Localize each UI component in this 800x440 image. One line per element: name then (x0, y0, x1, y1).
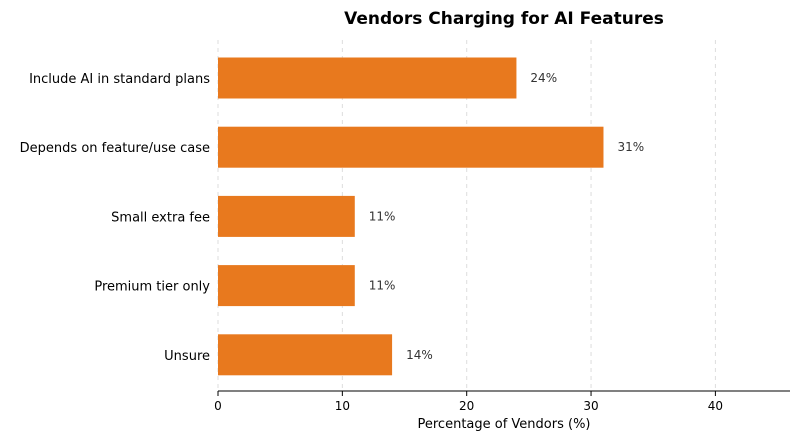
chart-title: Vendors Charging for AI Features (344, 9, 664, 29)
bar (218, 195, 355, 237)
x-tick-label: 40 (708, 399, 723, 413)
x-tick-label: 30 (583, 399, 598, 413)
category-label: Small extra fee (111, 210, 210, 225)
bar (218, 265, 355, 307)
value-labels: 24% 31% 11% 11% 14% (369, 71, 644, 362)
x-tick-label: 20 (459, 399, 474, 413)
bar (218, 57, 517, 99)
bars (218, 57, 604, 376)
value-label: 11% (369, 209, 396, 223)
value-label: 24% (530, 71, 557, 85)
bar (218, 126, 604, 168)
category-label: Depends on feature/use case (20, 141, 210, 156)
category-labels: Include AI in standard plans Depends on f… (20, 72, 211, 364)
x-tick-label: 0 (214, 399, 222, 413)
x-tick-label: 10 (335, 399, 350, 413)
value-label: 14% (406, 348, 433, 362)
x-axis-label: Percentage of Vendors (%) (418, 417, 591, 432)
value-label: 11% (369, 279, 396, 293)
category-label: Unsure (164, 349, 210, 364)
bar (218, 334, 393, 376)
value-label: 31% (617, 140, 644, 154)
category-label: Include AI in standard plans (29, 72, 210, 87)
category-label: Premium tier only (94, 280, 210, 295)
x-ticks: 0 10 20 30 40 (214, 391, 723, 413)
